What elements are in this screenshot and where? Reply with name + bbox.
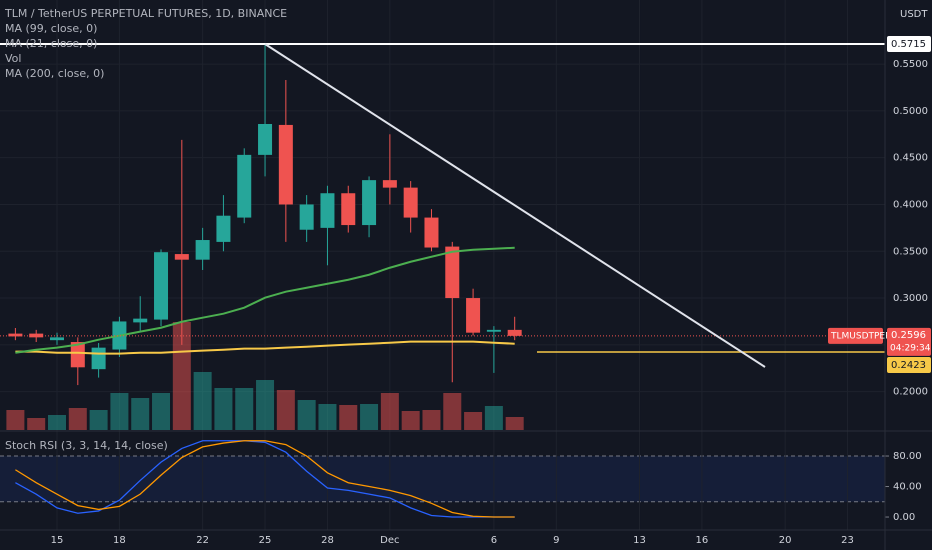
- candle-body: [466, 298, 481, 333]
- volume-bar: [193, 372, 212, 430]
- candle-body: [445, 246, 460, 299]
- y-tick-label: 0.00: [893, 512, 915, 523]
- volume-bar: [505, 417, 524, 430]
- volume-bar: [6, 410, 25, 430]
- price-tag-label: 0.2423: [891, 360, 926, 371]
- volume-bar: [318, 404, 337, 430]
- volume-bar: [360, 404, 379, 430]
- x-tick-label: 9: [553, 535, 559, 546]
- y-tick-label: 80.00: [893, 451, 922, 462]
- volume-bar: [297, 400, 316, 430]
- x-tick-label: 13: [633, 535, 646, 546]
- stoch-line: [15, 440, 515, 518]
- volume-bar: [443, 393, 462, 430]
- x-tick-label: 23: [841, 535, 854, 546]
- candle-body: [278, 124, 293, 205]
- y-tick-label: 0.4000: [893, 199, 928, 210]
- y-tick-label: 0.2000: [893, 387, 928, 398]
- legend-entry: MA (99, close, 0): [5, 22, 97, 35]
- x-tick-label: 25: [259, 535, 272, 546]
- y-tick-label: 0.3000: [893, 293, 928, 304]
- volume-bar: [152, 393, 171, 430]
- symbol-tag: [828, 327, 883, 344]
- volume-bar: [380, 393, 399, 430]
- x-tick-label: 15: [51, 535, 64, 546]
- candle-body: [424, 217, 439, 248]
- volume-bar: [110, 393, 129, 430]
- volume-bar: [484, 406, 503, 430]
- volume-bar: [89, 410, 108, 430]
- price-tag-label: 0.5715: [891, 39, 926, 50]
- x-tick-label: 20: [779, 535, 792, 546]
- labels: 0.20000.25000.30000.35000.40000.45000.50…: [4, 7, 931, 546]
- stoch-line: [15, 440, 515, 518]
- candle-body: [195, 240, 210, 260]
- candle-body: [70, 342, 85, 368]
- y-tick-label: 0.4500: [893, 153, 928, 164]
- y-tick-label: 0.5500: [893, 59, 928, 70]
- volume-bar: [214, 388, 233, 430]
- symbol-tag-label: TLMUSDTPERP: [830, 331, 897, 341]
- x-tick-label: 6: [491, 535, 497, 546]
- y-tick-label: 0.5000: [893, 106, 928, 117]
- volume-bar: [256, 380, 275, 430]
- price-tag: [887, 357, 931, 374]
- chart-title: TLM / TetherUS PERPETUAL FUTURES, 1D, BI…: [4, 7, 287, 20]
- candle-body: [8, 333, 23, 337]
- candle-body: [320, 193, 335, 228]
- volume-bar: [68, 408, 87, 430]
- trend-line: [264, 43, 766, 368]
- candle-body: [237, 154, 252, 218]
- x-tick-label: 16: [696, 535, 709, 546]
- volume-bar: [276, 390, 295, 430]
- price-tag: [887, 35, 931, 52]
- band-fill: [0, 456, 885, 502]
- candle-body: [133, 318, 148, 323]
- unit-label: USDT: [900, 9, 928, 20]
- volume-bar: [131, 398, 150, 430]
- candle-body: [486, 329, 501, 332]
- volume-bar: [464, 412, 483, 430]
- candle-body: [341, 193, 356, 226]
- candle-body: [50, 337, 65, 341]
- x-tick-label: 28: [321, 535, 334, 546]
- candle-body: [174, 254, 189, 260]
- y-tick-label: 0.3500: [893, 246, 928, 257]
- candle-body: [216, 215, 231, 242]
- plot: [0, 42, 885, 518]
- legend-entry: MA (21, close, 0): [5, 37, 97, 50]
- x-tick-label: Dec: [380, 535, 399, 546]
- candle-body: [382, 180, 397, 188]
- countdown-label: 04:29:34: [890, 343, 931, 353]
- x-tick-label: 22: [196, 535, 209, 546]
- candle-body: [299, 204, 314, 230]
- candle-body: [258, 123, 273, 155]
- last-price-label: 0.2596: [891, 330, 926, 341]
- candle-body: [154, 252, 169, 320]
- volume-bar: [339, 405, 358, 430]
- candle-body: [362, 180, 377, 226]
- x-tick-label: 18: [113, 535, 126, 546]
- panel-title: Stoch RSI (3, 3, 14, 14, close): [5, 439, 168, 452]
- candle-body: [403, 187, 418, 218]
- legend-entry: Vol: [5, 52, 21, 65]
- legend-entry: MA (200, close, 0): [5, 67, 104, 80]
- volume-bar: [235, 388, 254, 430]
- last-price-tag: [887, 327, 931, 356]
- candle-body: [91, 347, 106, 370]
- volume-bar: [172, 322, 191, 430]
- candle-body: [507, 329, 522, 336]
- ma-line: [15, 340, 515, 355]
- y-tick-label: 40.00: [893, 482, 922, 493]
- volume-bar: [27, 418, 46, 430]
- ma-line: [15, 246, 515, 354]
- volume-bar: [422, 410, 441, 430]
- volume-bar: [48, 415, 67, 430]
- volume-bar: [401, 411, 420, 430]
